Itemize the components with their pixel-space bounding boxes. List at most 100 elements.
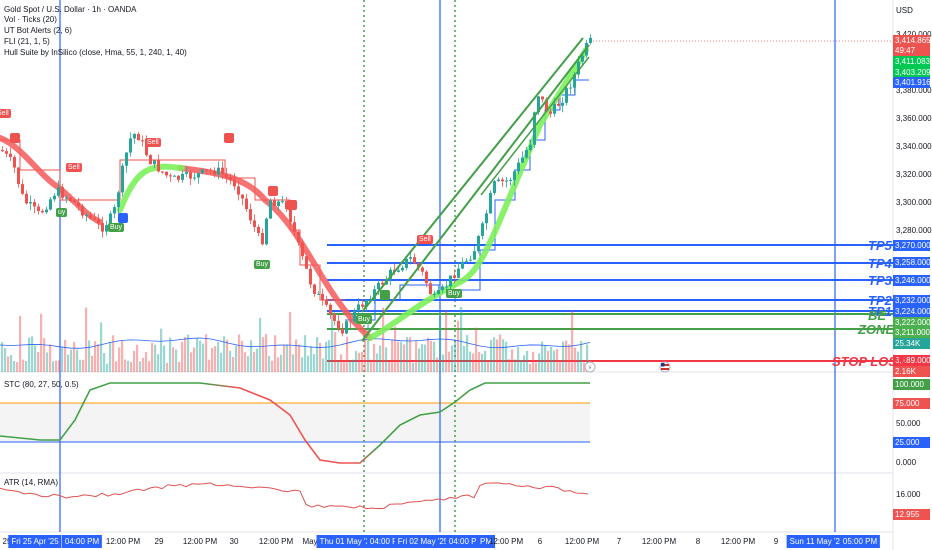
volume-bar [142, 357, 145, 372]
volume-bar [337, 360, 340, 372]
volume-bar [424, 344, 427, 372]
volume-bar [340, 354, 343, 372]
indicator-hull-legend[interactable]: Hull Suite by InSilico (close, Hma, 55, … [4, 48, 187, 57]
volume-bar [379, 345, 382, 372]
candle-body [409, 257, 412, 259]
volume-bar [271, 360, 274, 372]
volume-bar [253, 351, 256, 372]
volume-bar [28, 337, 31, 372]
volume-bar [385, 347, 388, 372]
volume-bar [13, 360, 16, 372]
candle-body [241, 194, 244, 199]
candle-body [497, 179, 500, 182]
volume-bar [265, 334, 268, 372]
candle-body [349, 321, 352, 323]
candle-body [177, 175, 180, 180]
currency-label[interactable]: USD [896, 6, 913, 15]
volume-bar [418, 348, 421, 372]
volume-bar [247, 356, 250, 372]
candle-body [549, 111, 552, 114]
volume-bar [175, 349, 178, 372]
volume-bar [580, 340, 583, 372]
volume-bar [148, 361, 151, 372]
volume-bar [187, 334, 190, 372]
time-label: 12:00 PM [105, 537, 141, 546]
indicator-utbot-legend[interactable]: UT Bot Alerts (2, 6) [4, 26, 72, 35]
volume-bar [145, 351, 148, 372]
volume-bar [178, 361, 181, 372]
candle-body [565, 88, 568, 103]
candle-body [33, 202, 36, 207]
volume-bar [73, 342, 76, 372]
candle-body [181, 173, 184, 180]
time-label: 7 [616, 537, 622, 546]
candle-body [525, 149, 528, 158]
volume-bar [421, 343, 424, 372]
lightning-alert-icon[interactable] [584, 361, 596, 373]
indicator-stc-legend[interactable]: STC (80, 27, 50, 0.5) [4, 380, 79, 389]
volume-bar [244, 352, 247, 372]
candle-body [285, 201, 288, 210]
indicator-fli-legend[interactable]: FLI (21, 1, 5) [4, 37, 50, 46]
sell-signal-marker [287, 200, 297, 210]
candle-body [365, 300, 368, 307]
price-tick: 3,300.000 [896, 198, 932, 207]
candle-body [493, 181, 496, 193]
volume-bar [343, 360, 346, 372]
volume-bar [262, 337, 265, 372]
volume-bar [322, 358, 325, 372]
volume-ma-line [0, 337, 591, 349]
candle-body [577, 61, 580, 75]
candle-body [553, 103, 556, 114]
volume-bar [250, 340, 253, 372]
candle-body [93, 217, 96, 220]
volume-bar [571, 310, 574, 372]
candle-body [313, 284, 316, 295]
candle-body [445, 286, 448, 288]
candle-body [529, 144, 532, 150]
volume-bar [316, 337, 319, 372]
candle-body [157, 160, 160, 172]
candle-body [481, 223, 484, 236]
time-label: 12:00 PM [182, 537, 218, 546]
time-label: 9 [773, 537, 779, 546]
volume-bar [352, 359, 355, 372]
candle-body [557, 103, 560, 106]
volume-bar [310, 346, 313, 372]
indicator-vol-legend[interactable]: Vol · Ticks (20) [4, 15, 57, 24]
candle-body [265, 218, 268, 245]
volume-bar [373, 343, 376, 372]
volume-bar [88, 340, 91, 372]
candle-body [417, 263, 420, 268]
candle-body [245, 198, 248, 210]
symbol-title[interactable]: Gold Spot / U.S. Dollar · 1h · OANDA [4, 5, 137, 14]
zone-label: ZONE [858, 322, 895, 337]
price-tick: 3,340.000 [896, 142, 932, 151]
volume-bar [499, 334, 502, 372]
candle-body [293, 222, 296, 232]
candle-body [197, 173, 200, 178]
tp2-price-label: 3,232.000 [893, 295, 931, 306]
candle-body [269, 200, 272, 219]
indicator-atr-legend[interactable]: ATR (14, RMA) [4, 478, 59, 487]
buy-signal-marker [380, 290, 390, 300]
candle-body [381, 282, 384, 285]
volume-bar [568, 344, 571, 372]
volume-bar [577, 351, 580, 372]
candle-body [17, 167, 20, 185]
volume-bar [238, 334, 241, 372]
volume-bar [544, 344, 547, 372]
time-label: 30 [229, 537, 239, 546]
candle-body [517, 162, 520, 172]
buy-signal: Buy [254, 260, 271, 269]
candle-body [545, 99, 548, 112]
volume-bar [220, 352, 223, 372]
volume-bar [115, 361, 118, 372]
volume-bar [514, 359, 517, 372]
candle-body [37, 206, 40, 211]
volume-bar [154, 344, 157, 372]
candle-body [113, 207, 116, 214]
candle-body [77, 202, 80, 207]
atr-line [0, 482, 589, 510]
